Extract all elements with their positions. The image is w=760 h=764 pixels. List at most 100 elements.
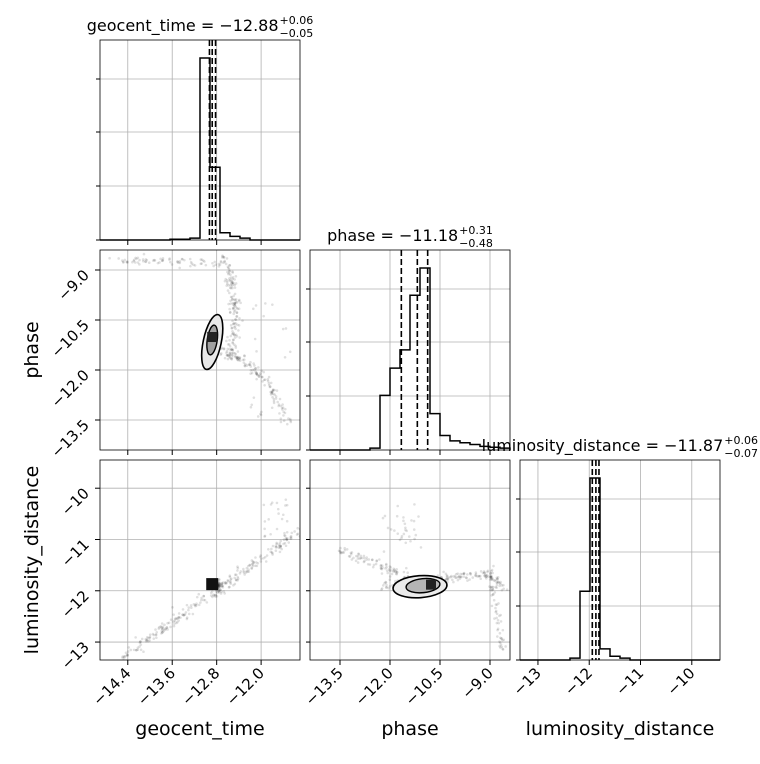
- sample-point: [459, 572, 462, 576]
- sample-point: [231, 338, 235, 342]
- sample-point: [221, 581, 225, 584]
- sample-point: [289, 420, 293, 424]
- x-tick-label-luminosity_distance: −11: [612, 664, 647, 699]
- sample-point: [218, 581, 221, 584]
- scatter-luminosity_distance-vs-geocent_time: [121, 498, 300, 660]
- sample-point: [187, 606, 191, 609]
- sample-point: [213, 260, 217, 264]
- sample-point: [444, 578, 448, 581]
- sample-point: [211, 261, 214, 265]
- sample-point: [145, 258, 149, 262]
- sample-point: [228, 264, 232, 267]
- sample-point: [490, 577, 494, 581]
- sample-point: [230, 280, 234, 284]
- sample-point: [152, 633, 156, 637]
- sample-point: [177, 615, 181, 619]
- sample-point: [235, 306, 239, 310]
- sample-point: [259, 560, 263, 563]
- sample-point: [263, 384, 266, 387]
- sample-point: [499, 582, 502, 586]
- sample-point: [217, 578, 221, 581]
- sample-point: [226, 270, 229, 274]
- sample-point: [229, 286, 233, 290]
- sample-point: [217, 578, 221, 582]
- sample-point: [271, 392, 275, 396]
- sample-point: [375, 559, 378, 563]
- sample-point: [379, 567, 383, 570]
- sample-point: [177, 619, 180, 622]
- sample-point: [132, 258, 136, 262]
- sample-point: [200, 262, 204, 265]
- sample-point: [160, 631, 164, 634]
- sample-point: [183, 258, 186, 262]
- sample-point: [222, 347, 226, 351]
- sample-point: [496, 635, 499, 638]
- sample-point: [134, 636, 137, 639]
- sample-point: [395, 570, 399, 574]
- sample-point: [409, 539, 412, 543]
- sample-point: [482, 570, 486, 573]
- sample-point: [255, 372, 258, 375]
- sample-point: [393, 579, 397, 583]
- sample-point: [253, 368, 256, 371]
- sample-point: [185, 603, 189, 607]
- sample-point: [229, 578, 232, 581]
- sample-point: [225, 339, 228, 343]
- x-tick-label-luminosity_distance: −10: [664, 664, 699, 699]
- sample-point: [247, 568, 250, 571]
- sample-point: [270, 406, 274, 410]
- sample-point: [140, 637, 144, 641]
- sample-point: [250, 566, 253, 570]
- sample-point: [202, 594, 206, 598]
- sample-point: [284, 504, 287, 507]
- sample-point: [499, 643, 503, 647]
- sample-point: [402, 519, 405, 523]
- sample-point: [387, 567, 391, 571]
- sample-point: [230, 326, 234, 330]
- x-tick-label-geocent_time: −12.8: [178, 664, 223, 709]
- sample-point: [384, 586, 388, 589]
- sample-point: [267, 548, 270, 551]
- sample-point: [228, 269, 232, 273]
- sample-point: [152, 637, 156, 640]
- sample-point: [483, 571, 487, 575]
- sample-point: [231, 286, 234, 290]
- sample-point: [120, 259, 124, 262]
- sample-point: [138, 263, 141, 266]
- sample-point: [225, 354, 229, 357]
- sample-point: [267, 518, 270, 521]
- sample-point: [271, 389, 275, 393]
- sample-point: [233, 304, 236, 307]
- sample-point: [267, 383, 271, 387]
- sample-point: [124, 654, 127, 658]
- sample-point: [396, 532, 400, 535]
- sample-point: [274, 549, 278, 553]
- sample-point: [160, 625, 163, 629]
- sample-point: [500, 637, 503, 640]
- sample-point: [233, 304, 236, 307]
- sample-point: [380, 587, 384, 590]
- sample-point: [171, 606, 174, 609]
- sample-point: [234, 318, 238, 322]
- sample-point: [258, 555, 262, 559]
- sample-point: [219, 352, 223, 355]
- sample-point: [263, 535, 266, 538]
- sample-point: [144, 637, 148, 641]
- panel-frame-luminosity_distance-luminosity_distance: [519, 459, 721, 661]
- sample-point: [267, 381, 271, 385]
- sample-point: [189, 264, 192, 268]
- sample-point: [339, 546, 342, 550]
- sample-point: [289, 535, 292, 539]
- sample-point: [280, 517, 284, 521]
- sample-point: [234, 578, 238, 582]
- sample-point: [231, 329, 234, 333]
- sample-point: [262, 503, 266, 507]
- sample-point: [223, 259, 226, 263]
- sample-point: [238, 336, 241, 339]
- sample-point: [357, 552, 360, 555]
- sample-point: [476, 575, 479, 578]
- sample-point: [370, 558, 374, 562]
- sample-point: [274, 544, 278, 548]
- sample-point: [234, 298, 238, 301]
- x-tick-label-geocent_time: −14.4: [89, 664, 134, 709]
